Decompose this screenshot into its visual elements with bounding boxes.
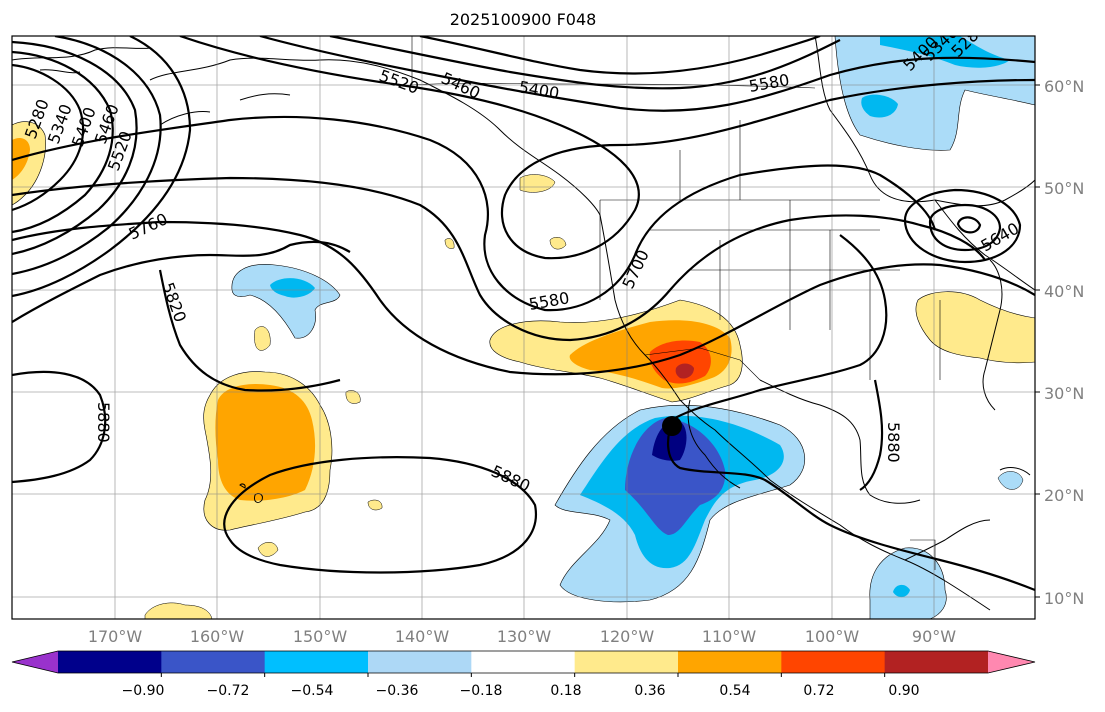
lon-label-120w: 120°W bbox=[599, 627, 655, 646]
colorbar-segment bbox=[264, 651, 369, 673]
map-title: 2025100900 F048 bbox=[449, 10, 597, 29]
colorbar-segment bbox=[884, 651, 989, 673]
lat-label-60n: 60°N bbox=[1044, 77, 1085, 96]
colorbar-segment bbox=[161, 651, 266, 673]
shade-pos-strong-sw bbox=[649, 340, 711, 384]
colorbar-extend-high bbox=[988, 651, 1035, 673]
colorbar-outline bbox=[11, 650, 1036, 674]
colorbar-tick-label: 0.36 bbox=[634, 683, 666, 699]
lon-label-100w: 100°W bbox=[804, 627, 860, 646]
lon-label-150w: 150°W bbox=[292, 627, 348, 646]
shade-pos-weak-small7 bbox=[144, 602, 213, 619]
shade-pos-weak-small6 bbox=[257, 542, 279, 557]
map-panel[interactable]: 5280 5340 5400 5460 5520 5280 5340 5400 … bbox=[12, 19, 1035, 619]
lon-label-170w: 170°W bbox=[87, 627, 143, 646]
shade-pos-weak-small3 bbox=[254, 326, 271, 351]
contour-label: 5880 bbox=[884, 422, 903, 463]
shade-neg-weak-bahamas bbox=[997, 471, 1024, 490]
colorbar-tick-label: −0.18 bbox=[459, 683, 503, 699]
colorbar-tick-label: −0.54 bbox=[290, 683, 334, 699]
colorbar-extend-low bbox=[12, 651, 58, 673]
colorbar-tick-label: 0.90 bbox=[888, 683, 920, 699]
shade-neg-mid-canada-2 bbox=[861, 94, 898, 118]
shade-pos-mid-hawaii bbox=[215, 383, 316, 501]
colorbar-segment bbox=[471, 651, 576, 673]
lon-label-160w: 160°W bbox=[189, 627, 245, 646]
shade-pos-very-sw bbox=[675, 363, 694, 379]
lat-label-20n: 20°N bbox=[1044, 486, 1085, 505]
colorbar-segment bbox=[574, 651, 679, 673]
coastlines bbox=[12, 36, 1035, 611]
height-contours bbox=[12, 36, 1035, 592]
shade-pos-mid-bering bbox=[12, 138, 30, 180]
shade-pos-weak-east bbox=[915, 291, 1035, 364]
lat-ticks bbox=[1035, 84, 1040, 598]
shade-neg-weak-south bbox=[869, 547, 947, 619]
shade-neg-mid-south bbox=[893, 584, 910, 598]
shade-pos-weak-small5 bbox=[367, 499, 383, 511]
colorbar bbox=[11, 650, 1036, 677]
colorbar-segment bbox=[58, 651, 162, 673]
shade-pos-weak-small2 bbox=[444, 238, 455, 249]
lon-label-110w: 110°W bbox=[701, 627, 757, 646]
lon-label-130w: 130°W bbox=[496, 627, 552, 646]
colorbar-tick-label: 0.72 bbox=[803, 683, 835, 699]
lon-label-90w: 90°W bbox=[911, 627, 957, 646]
colorbar-tick-label: −0.36 bbox=[375, 683, 419, 699]
colorbar-segment bbox=[781, 651, 886, 673]
colorbar-segment bbox=[368, 651, 472, 673]
colorbar-tick-label: 0.18 bbox=[550, 683, 582, 699]
lat-label-30n: 30°N bbox=[1044, 384, 1085, 403]
lon-label-140w: 140°W bbox=[394, 627, 450, 646]
colorbar-tick-label: −0.90 bbox=[121, 683, 165, 699]
shade-neg-weak-pacific bbox=[231, 264, 341, 339]
map-frame bbox=[11, 35, 1036, 620]
shade-neg-strong-mexico bbox=[625, 418, 726, 535]
lat-label-50n: 50°N bbox=[1044, 179, 1085, 198]
shade-pos-weak-coast bbox=[519, 174, 556, 193]
colorbar-tick-label: 0.54 bbox=[719, 683, 751, 699]
lat-label-10n: 10°N bbox=[1044, 589, 1085, 608]
colorbar-tick-label: −0.72 bbox=[206, 683, 250, 699]
storm-center-marker[interactable] bbox=[662, 416, 682, 436]
colorbar-segment bbox=[678, 651, 782, 673]
shade-neg-mid-canada bbox=[880, 36, 1010, 68]
shade-pos-weak-small1 bbox=[549, 237, 567, 250]
shade-neg-mid-pacific bbox=[270, 278, 315, 298]
lat-label-40n: 40°N bbox=[1044, 282, 1085, 301]
shade-pos-weak-small4 bbox=[345, 390, 361, 404]
contour-label: 5880 bbox=[94, 402, 113, 443]
gridlines bbox=[12, 36, 1035, 619]
